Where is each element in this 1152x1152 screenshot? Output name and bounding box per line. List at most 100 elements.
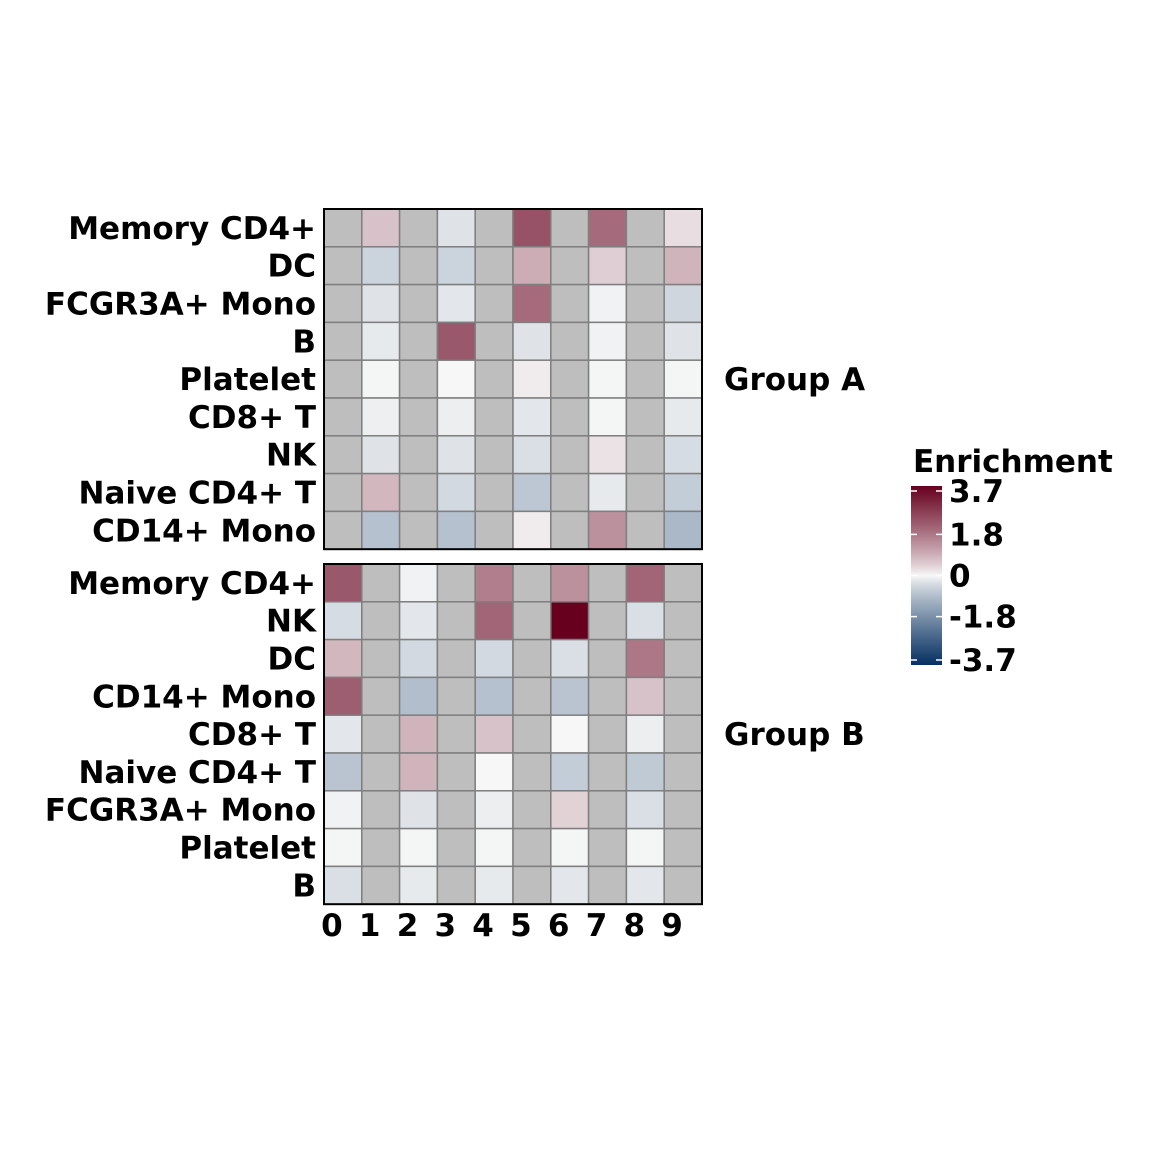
heatmap-cell [550,510,590,550]
heatmap-cell [550,865,590,905]
heatmap-cell [587,676,628,716]
heatmap-cell [663,790,703,830]
heatmap-cell [474,246,514,286]
heatmap-cell [663,676,703,716]
heatmap-cell [361,676,401,716]
heatmap-cell [323,435,363,475]
heatmap-cell [587,563,628,603]
heatmap-cell [361,359,401,399]
heatmap-cell [587,472,628,513]
heatmap-cell [663,246,703,286]
row-label: DC [268,249,316,285]
heatmap-cell [587,827,628,868]
heatmap-cell [361,397,401,437]
heatmap-cell [436,563,476,603]
heatmap-cell [512,752,552,792]
heatmap-cell [474,790,514,830]
heatmap-cell [398,790,439,830]
heatmap-cell [323,790,363,830]
x-tick-label: 8 [624,908,646,944]
heatmap-cell [361,601,401,641]
heatmap-cell [398,208,439,248]
heatmap-cell [361,563,401,603]
heatmap-cell [436,472,476,513]
group-label: Group B [724,717,865,753]
heatmap-cell [625,283,665,324]
heatmap-cell [550,246,590,286]
heatmap-cell [663,563,703,603]
heatmap-cell [398,359,439,399]
heatmap-cell [550,601,590,641]
heatmap-cell [474,435,514,475]
heatmap-cell [474,563,514,603]
heatmap-cell [398,435,439,475]
legend-tick-label: -3.7 [949,643,1017,679]
heatmap-cell [361,714,401,754]
heatmap-cell [436,359,476,399]
heatmap-cell [512,397,552,437]
heatmap-cell [512,472,552,513]
heatmap-cell [587,752,628,792]
heatmap-cell [436,790,476,830]
heatmap-cell [587,435,628,475]
heatmap-cell [474,359,514,399]
row-label: NK [266,438,317,474]
heatmap-cell [323,208,363,248]
heatmap-cell [625,359,665,399]
heatmap-cell [663,397,703,437]
legend-tick-label: 1.8 [949,517,1004,553]
heatmap-cell [512,714,552,754]
heatmap-cell [436,827,476,868]
heatmap-cell [625,472,665,513]
heatmap-cell [398,827,439,868]
heatmap-cell [474,510,514,550]
x-tick-label: 3 [435,908,457,944]
heatmap-cell [436,397,476,437]
heatmap-cell [663,208,703,248]
heatmap-cell [361,865,401,905]
heatmap-cell [323,563,363,603]
heatmap-cell [550,435,590,475]
heatmap-cell [323,397,363,437]
heatmap-cell [512,283,552,324]
heatmap-cell [625,865,665,905]
heatmap-cell [550,638,590,679]
group-label: Group A [724,362,865,398]
heatmap-cell [361,638,401,679]
heatmap-cell [625,246,665,286]
heatmap-cell [436,208,476,248]
x-tick-label: 9 [661,908,683,944]
heatmap-cell [398,246,439,286]
heatmap-cell [398,676,439,716]
heatmap-cell [323,752,363,792]
heatmap-cell [323,865,363,905]
row-label: DC [268,642,316,678]
legend-tick-label: -1.8 [949,600,1017,636]
heatmap-cell [474,865,514,905]
heatmap-cell [361,790,401,830]
row-label: FCGR3A+ Mono [45,793,316,829]
heatmap-cell [436,638,476,679]
heatmap-cell [436,283,476,324]
x-tick-label: 2 [397,908,419,944]
x-tick-label: 7 [586,908,608,944]
panel-border [323,208,703,551]
x-tick-label: 5 [510,908,532,944]
heatmap-cell [625,714,665,754]
heatmap-cell [625,601,665,641]
heatmap-cell [398,397,439,437]
heatmap-cell [323,510,363,550]
row-label: Memory CD4+ [68,211,316,247]
color-legend: Enrichment 3.7 1.8 0 -1.8 -3.7 [911,444,1113,679]
heatmap-cell [550,752,590,792]
heatmap-cell [625,638,665,679]
x-tick-label: 4 [472,908,494,944]
heatmap-cell [474,676,514,716]
heatmap-cell [474,397,514,437]
x-tick-label: 0 [321,908,343,944]
row-label: CD14+ Mono [92,513,316,549]
row-label: CD8+ T [188,717,316,753]
heatmap-cell [587,246,628,286]
